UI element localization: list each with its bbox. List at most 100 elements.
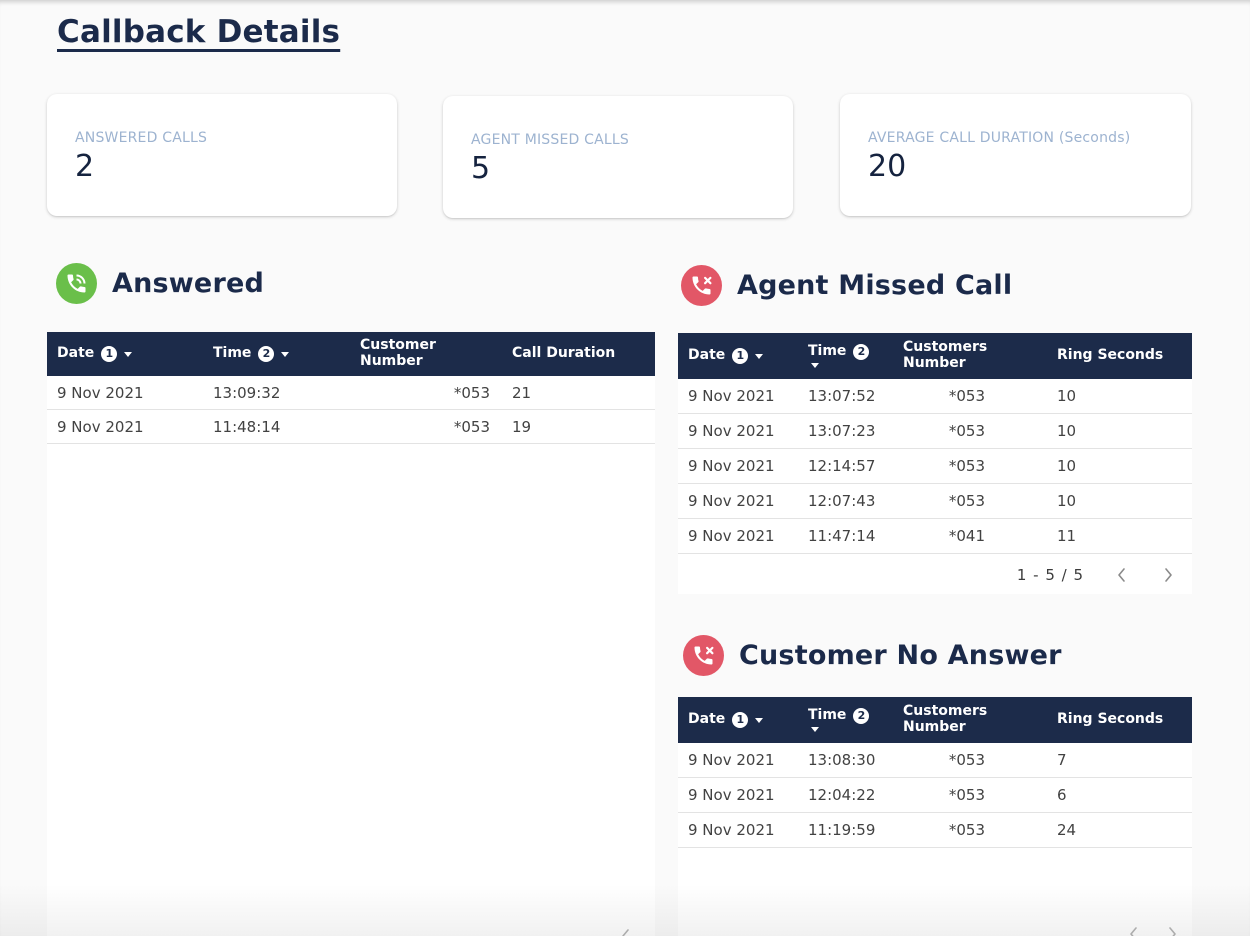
phone-missed-icon — [683, 635, 724, 676]
table-row: 9 Nov 2021 11:19:59 *053 24 — [678, 813, 1192, 848]
stat-card-answered-calls: ANSWERED CALLS 2 — [47, 94, 397, 216]
customer-no-answer-table: Date 1 Time 2 Customers Number Ring Seco… — [678, 697, 1192, 936]
column-header-ring-seconds[interactable]: Ring Seconds — [1057, 347, 1164, 364]
customer-no-answer-section-title: Customer No Answer — [739, 640, 1062, 671]
sort-priority-badge: 2 — [853, 344, 870, 360]
answered-table-header: Date 1 Time 2 Customer Number Call Durat… — [47, 332, 655, 376]
cell-customers-number: *053 — [948, 821, 985, 839]
column-header-customers-number[interactable]: Customers Number — [903, 339, 988, 371]
stat-label: AVERAGE CALL DURATION (Seconds) — [868, 130, 1131, 146]
chevron-right-icon[interactable] — [1160, 567, 1176, 583]
column-header-call-duration[interactable]: Call Duration — [512, 345, 616, 362]
table-row: 9 Nov 2021 13:08:30 *053 7 — [678, 743, 1192, 778]
cell-customers-number: *053 — [948, 492, 985, 510]
cell-date: 9 Nov 2021 — [57, 417, 144, 436]
cell-time: 11:19:59 — [808, 821, 876, 839]
cell-customers-number: *053 — [948, 457, 985, 475]
cell-date: 9 Nov 2021 — [688, 527, 775, 545]
sort-desc-caret — [755, 353, 764, 359]
column-header-time[interactable]: Time 2 — [203, 345, 350, 362]
chevron-left-icon[interactable] — [1114, 567, 1130, 583]
stat-value: 5 — [471, 151, 491, 186]
pagination: 1 - 5 / 5 — [678, 554, 1192, 594]
sort-priority-badge: 1 — [732, 348, 749, 364]
column-header-customer-number[interactable]: Customer Number — [360, 337, 436, 369]
table-row: 9 Nov 2021 12:07:43 *053 10 — [678, 484, 1192, 519]
answered-table: Date 1 Time 2 Customer Number Call Durat… — [47, 332, 655, 936]
stat-card-agent-missed-calls: AGENT MISSED CALLS 5 — [443, 96, 793, 218]
chevron-right-icon[interactable] — [1164, 926, 1180, 936]
cell-call-duration: 19 — [512, 417, 532, 436]
answered-section-title: Answered — [112, 268, 264, 299]
sort-desc-caret — [755, 717, 764, 723]
cell-customers-number: *053 — [948, 786, 985, 804]
sort-desc-caret — [124, 351, 133, 357]
agent-missed-table-header: Date 1 Time 2 Customers Number Ring Seco… — [678, 333, 1192, 379]
cell-customer-number: *053 — [453, 417, 490, 436]
cell-time: 13:08:30 — [808, 751, 876, 769]
cell-date: 9 Nov 2021 — [688, 457, 775, 475]
cell-date: 9 Nov 2021 — [688, 492, 775, 510]
cell-date: 9 Nov 2021 — [688, 422, 775, 440]
agent-missed-section-title: Agent Missed Call — [737, 270, 1013, 301]
cell-customers-number: *053 — [948, 751, 985, 769]
cell-time: 12:07:43 — [808, 492, 876, 510]
cell-customers-number: *053 — [948, 422, 985, 440]
cell-time: 11:47:14 — [808, 527, 876, 545]
cell-date: 9 Nov 2021 — [688, 786, 775, 804]
cell-call-duration: 21 — [512, 383, 532, 402]
table-row: 9 Nov 2021 12:14:57 *053 10 — [678, 449, 1192, 484]
phone-missed-icon — [681, 265, 722, 306]
stat-label: ANSWERED CALLS — [75, 130, 208, 146]
column-header-ring-seconds[interactable]: Ring Seconds — [1057, 711, 1164, 728]
pagination-cutoff — [588, 928, 655, 936]
cell-date: 9 Nov 2021 — [57, 383, 144, 402]
cell-ring-seconds: 10 — [1057, 457, 1077, 475]
cell-time: 12:04:22 — [808, 786, 876, 804]
sort-priority-badge: 1 — [101, 346, 118, 362]
sort-desc-caret — [811, 363, 819, 368]
cell-customer-number: *053 — [453, 383, 490, 402]
table-row: 9 Nov 2021 11:47:14 *041 11 — [678, 519, 1192, 554]
column-header-time[interactable]: Time 2 — [798, 343, 893, 368]
cell-date: 9 Nov 2021 — [688, 751, 775, 769]
cell-ring-seconds: 10 — [1057, 387, 1077, 405]
chevron-left-icon[interactable] — [1126, 926, 1142, 936]
cell-time: 13:07:23 — [808, 422, 876, 440]
table-row: 9 Nov 2021 12:04:22 *053 6 — [678, 778, 1192, 813]
cell-customers-number: *041 — [948, 527, 985, 545]
cell-ring-seconds: 6 — [1057, 786, 1067, 804]
agent-missed-table: Date 1 Time 2 Customers Number Ring Seco… — [678, 333, 1192, 594]
sort-desc-caret — [811, 727, 819, 732]
table-row: 9 Nov 2021 13:07:52 *053 10 — [678, 379, 1192, 414]
cell-ring-seconds: 10 — [1057, 422, 1077, 440]
cell-date: 9 Nov 2021 — [688, 387, 775, 405]
table-row: 9 Nov 2021 11:48:14 *053 19 — [47, 410, 655, 444]
cell-date: 9 Nov 2021 — [688, 821, 775, 839]
agent-missed-section-heading: Agent Missed Call — [681, 265, 1012, 306]
column-header-customers-number[interactable]: Customers Number — [903, 703, 988, 735]
stat-label: AGENT MISSED CALLS — [471, 132, 629, 148]
chevron-left-icon[interactable] — [618, 928, 634, 936]
stat-card-average-call-duration: AVERAGE CALL DURATION (Seconds) 20 — [840, 94, 1191, 216]
column-header-date[interactable]: Date 1 — [678, 711, 798, 728]
phone-in-talk-icon — [56, 263, 97, 304]
cell-ring-seconds: 24 — [1057, 821, 1077, 839]
pagination-cutoff — [1126, 926, 1180, 936]
stat-value: 2 — [75, 149, 95, 184]
page-range-label: 1 - 5 / 5 — [1016, 566, 1084, 584]
answered-section-heading: Answered — [56, 263, 264, 304]
cell-customers-number: *053 — [948, 387, 985, 405]
sort-desc-caret — [281, 351, 290, 357]
column-header-date[interactable]: Date 1 — [678, 347, 798, 364]
column-header-date[interactable]: Date 1 — [47, 345, 203, 362]
customer-no-answer-table-header: Date 1 Time 2 Customers Number Ring Seco… — [678, 697, 1192, 743]
sort-priority-badge: 2 — [258, 346, 275, 362]
table-row: 9 Nov 2021 13:07:23 *053 10 — [678, 414, 1192, 449]
cell-time: 12:14:57 — [808, 457, 876, 475]
cell-time: 11:48:14 — [213, 417, 281, 436]
cell-time: 13:07:52 — [808, 387, 876, 405]
column-header-time[interactable]: Time 2 — [798, 707, 893, 732]
customer-no-answer-section-heading: Customer No Answer — [683, 635, 1062, 676]
